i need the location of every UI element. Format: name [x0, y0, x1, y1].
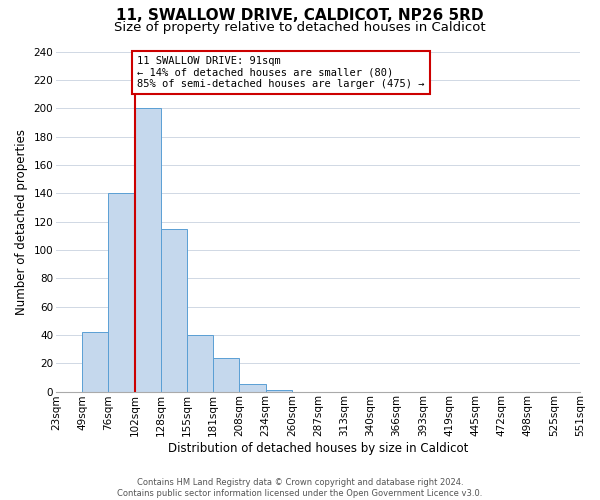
- Bar: [239, 384, 266, 392]
- Text: 11 SWALLOW DRIVE: 91sqm
← 14% of detached houses are smaller (80)
85% of semi-de: 11 SWALLOW DRIVE: 91sqm ← 14% of detache…: [137, 56, 425, 89]
- Text: 11, SWALLOW DRIVE, CALDICOT, NP26 5RD: 11, SWALLOW DRIVE, CALDICOT, NP26 5RD: [116, 8, 484, 22]
- X-axis label: Distribution of detached houses by size in Caldicot: Distribution of detached houses by size …: [168, 442, 468, 455]
- Bar: [161, 228, 187, 392]
- Y-axis label: Number of detached properties: Number of detached properties: [15, 128, 28, 314]
- Bar: [213, 358, 239, 392]
- Text: Contains HM Land Registry data © Crown copyright and database right 2024.
Contai: Contains HM Land Registry data © Crown c…: [118, 478, 482, 498]
- Bar: [82, 332, 109, 392]
- Bar: [109, 193, 134, 392]
- Bar: [266, 390, 292, 392]
- Text: Size of property relative to detached houses in Caldicot: Size of property relative to detached ho…: [114, 21, 486, 34]
- Bar: [134, 108, 161, 392]
- Bar: [187, 335, 213, 392]
